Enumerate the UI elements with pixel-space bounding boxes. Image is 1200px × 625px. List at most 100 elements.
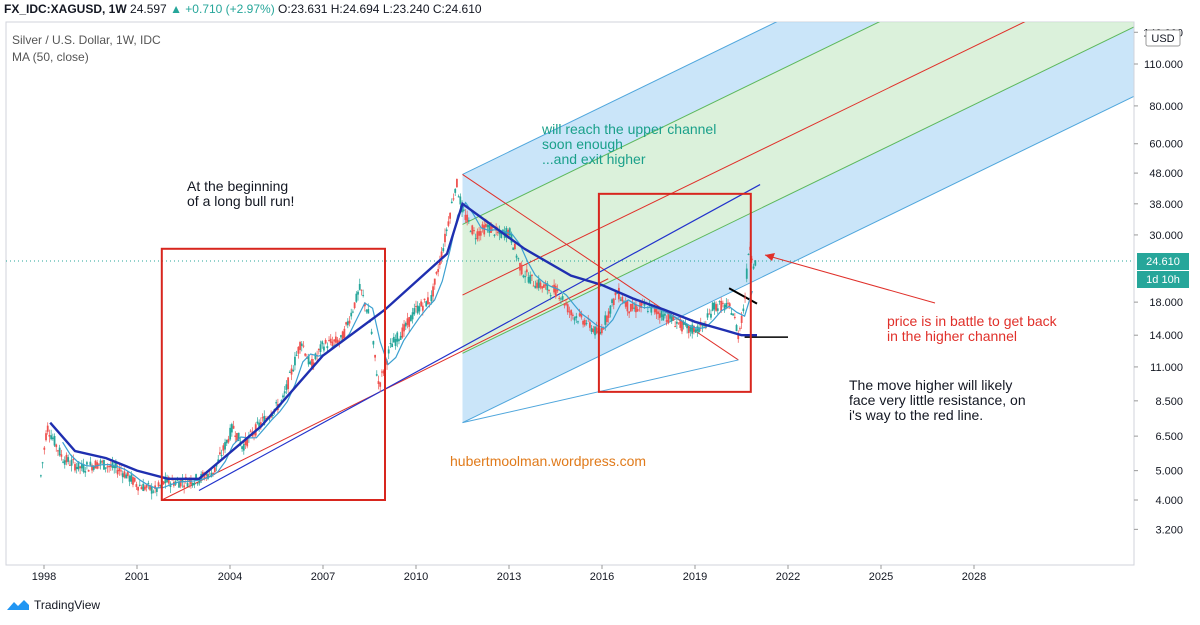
candle-body bbox=[207, 474, 209, 479]
time-axis[interactable]: 1998 2001 2004 2007 2010 2013 2016 2019 2022 2025… bbox=[32, 565, 986, 583]
candle-body bbox=[449, 213, 451, 219]
candle-body bbox=[524, 276, 527, 278]
candle-body bbox=[398, 339, 400, 342]
candle-body bbox=[718, 301, 721, 303]
candle-body bbox=[742, 308, 745, 312]
candle-body bbox=[660, 310, 663, 318]
candle-body bbox=[343, 328, 346, 338]
candle-body bbox=[145, 484, 148, 488]
candle-body bbox=[650, 305, 653, 313]
candle-body bbox=[51, 437, 54, 440]
candle-body bbox=[687, 326, 690, 334]
candle-body bbox=[450, 201, 453, 204]
candle-body bbox=[285, 384, 288, 390]
candle-body bbox=[476, 231, 479, 240]
candle-body bbox=[292, 369, 295, 372]
candle-body bbox=[612, 298, 615, 306]
candle-body bbox=[391, 343, 394, 348]
candle-body bbox=[99, 460, 102, 464]
x-tick-label: 2028 bbox=[962, 571, 986, 583]
last-price-tag-text: 24.610 bbox=[1146, 256, 1180, 268]
candle-body bbox=[162, 481, 165, 485]
candle-body bbox=[232, 425, 235, 429]
candle-body bbox=[513, 243, 516, 250]
candle-body bbox=[710, 313, 712, 318]
candle-body bbox=[404, 322, 407, 327]
candle-body bbox=[80, 463, 83, 469]
low-value: 23.240 bbox=[392, 2, 430, 16]
candle-body bbox=[546, 283, 549, 291]
candle-body bbox=[132, 477, 134, 485]
candle-body bbox=[213, 467, 216, 473]
candle-body bbox=[50, 435, 53, 440]
candle-body bbox=[554, 285, 557, 297]
candle-body bbox=[113, 465, 116, 469]
candle-body bbox=[561, 296, 564, 300]
candle-body bbox=[459, 196, 462, 205]
candle-body bbox=[242, 444, 245, 451]
candle-body bbox=[539, 282, 542, 288]
candle-body bbox=[77, 461, 80, 470]
candle-body bbox=[607, 311, 610, 318]
candle-body bbox=[125, 474, 128, 479]
candle-body bbox=[295, 354, 298, 356]
candle-body bbox=[657, 311, 660, 315]
candle-body bbox=[357, 291, 359, 295]
candle-body bbox=[201, 472, 204, 475]
annotation-arrow-head bbox=[765, 253, 775, 261]
annotations: At the beginning of a long bull run! will … bbox=[187, 121, 1058, 469]
indicator-label: MA (50, close) bbox=[12, 50, 89, 64]
y-tick-label: 14.000 bbox=[1149, 330, 1183, 342]
candle-body bbox=[155, 488, 158, 492]
channel-line-green-lower bbox=[462, 26, 1134, 354]
candle-body bbox=[456, 179, 458, 188]
box-bull-run-start bbox=[160, 247, 386, 501]
candle-body bbox=[457, 196, 460, 198]
candle-body bbox=[256, 421, 259, 424]
candle-body bbox=[323, 346, 325, 351]
candle-body bbox=[312, 362, 315, 367]
candle-body bbox=[531, 274, 533, 276]
candle-body bbox=[104, 467, 107, 469]
candle-body bbox=[72, 458, 75, 460]
candle-body bbox=[435, 271, 438, 274]
candle-body bbox=[118, 468, 121, 472]
currency-box[interactable] bbox=[1145, 29, 1181, 47]
y-tick-label: 6.500 bbox=[1155, 431, 1183, 443]
candle-body bbox=[725, 303, 728, 308]
candle-body bbox=[409, 315, 412, 322]
candle-body bbox=[203, 476, 206, 479]
candle-body bbox=[609, 305, 612, 314]
candle-body bbox=[624, 301, 627, 307]
candle-body bbox=[529, 275, 532, 284]
candle-body bbox=[302, 345, 305, 347]
candle-body bbox=[616, 292, 619, 294]
candle-body bbox=[640, 302, 642, 308]
candle-body bbox=[91, 465, 93, 471]
candle-body bbox=[553, 284, 556, 293]
x-tick-label: 2022 bbox=[776, 571, 800, 583]
annotation-resistance: The move higher will likely face very lit… bbox=[849, 377, 1026, 423]
candle-body bbox=[578, 313, 581, 316]
candle-body bbox=[367, 309, 370, 314]
candle-body bbox=[138, 484, 141, 486]
candle-body bbox=[387, 349, 390, 354]
candle-body bbox=[454, 188, 457, 193]
candle-body bbox=[290, 368, 293, 375]
candle-body bbox=[63, 460, 66, 465]
high-label: H: bbox=[330, 2, 343, 16]
candle-body bbox=[370, 331, 373, 334]
candle-body bbox=[133, 477, 136, 482]
candle-body bbox=[548, 289, 550, 291]
candle-body bbox=[280, 400, 283, 402]
pane-title: Silver / U.S. Dollar, 1W, IDC bbox=[12, 33, 161, 47]
candle-body bbox=[345, 322, 347, 325]
candle-body bbox=[473, 229, 475, 232]
close-label: C: bbox=[432, 2, 445, 16]
candle-body bbox=[299, 342, 301, 351]
candle-body bbox=[568, 311, 571, 313]
candle-body bbox=[394, 338, 397, 346]
candle-body bbox=[444, 233, 446, 243]
candle-body bbox=[116, 469, 119, 475]
